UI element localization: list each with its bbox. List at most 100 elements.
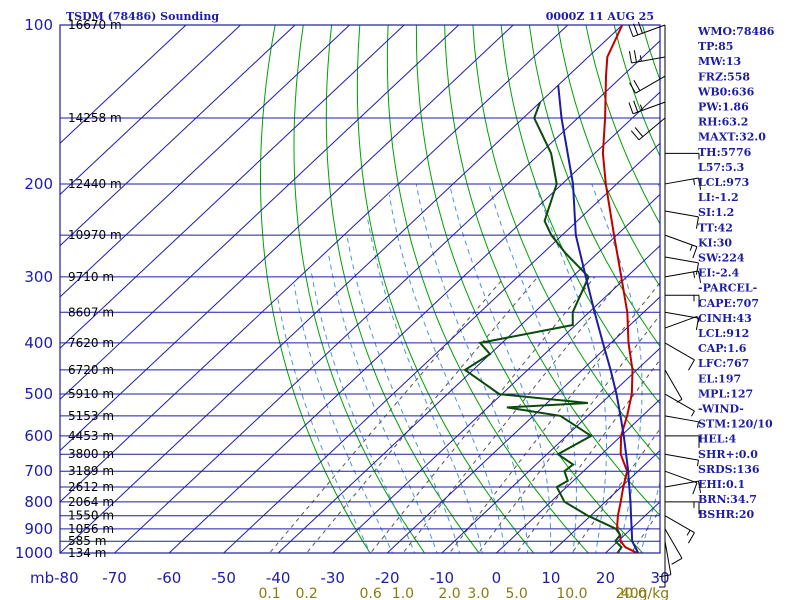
wind-barb <box>664 470 698 495</box>
stability-index: LCL:973 <box>698 176 749 189</box>
temperature-tick-label: 30 <box>650 569 669 587</box>
height-label: 8607 m <box>68 305 114 319</box>
isotherm <box>441 347 660 553</box>
stability-index: LI:-1.2 <box>698 191 739 204</box>
barb-shaft <box>664 177 699 185</box>
mixing-ratio-label: 5.0 <box>506 586 528 600</box>
barb-shaft <box>664 234 698 248</box>
mixing-ratio-label: 0.6 <box>360 586 382 600</box>
barb-shaft <box>664 270 699 278</box>
stability-index: LCL:912 <box>698 327 749 340</box>
isotherm <box>60 25 405 349</box>
isotherm <box>386 296 660 553</box>
stability-index: MAXT:32.0 <box>698 131 766 144</box>
height-label: 4453 m <box>68 429 114 443</box>
isotherm <box>550 449 660 553</box>
mixing-ratio-line <box>516 359 660 553</box>
stability-index: WMO:78486 <box>697 25 775 38</box>
height-label: 3189 m <box>68 464 114 478</box>
barb-half-flag <box>689 244 693 251</box>
barb-shaft <box>664 369 683 400</box>
barb-shaft <box>664 528 683 559</box>
mixing-ratio-label: 0.2 <box>295 586 317 600</box>
sounding-curves <box>463 25 640 553</box>
height-label: 9710 m <box>68 270 114 284</box>
isotherm <box>60 25 241 196</box>
sounding-time: 0000Z 11 AUG 25 <box>546 10 654 23</box>
isotherm <box>60 25 623 553</box>
parcel-line <box>557 85 640 553</box>
wind-barb <box>664 256 699 275</box>
barb-shaft <box>638 117 666 141</box>
barb-flag <box>695 262 699 275</box>
wind-barb <box>629 75 666 94</box>
barb-flag <box>628 25 634 37</box>
dry-adiabat <box>585 25 660 225</box>
barb-half-flag <box>639 104 643 111</box>
barb-half-flag <box>686 529 691 536</box>
barb-shaft <box>664 393 695 412</box>
barb-flag <box>671 557 683 565</box>
barb-shaft <box>635 75 666 94</box>
barb-shaft <box>664 342 695 361</box>
wind-barb <box>664 515 695 544</box>
barb-shaft <box>664 256 699 264</box>
stability-index: EHI:0.1 <box>698 478 745 491</box>
mixing-ratio-line <box>305 276 539 553</box>
height-label: 16670 m <box>68 18 122 32</box>
isotherm <box>60 25 569 503</box>
wind-barb <box>664 453 699 467</box>
wind-barb <box>664 415 699 428</box>
moist-adiabat <box>366 215 483 553</box>
mixing-ratio-label: 3.0 <box>467 586 489 600</box>
barb-shaft <box>664 515 695 534</box>
pressure-tick-label: 200 <box>24 175 53 193</box>
dewpoint-group <box>463 101 623 553</box>
temperature-group <box>601 25 640 553</box>
stability-index: CAPE:707 <box>698 297 759 310</box>
height-label: 6720 m <box>68 363 114 377</box>
dry-adiabat <box>444 25 660 517</box>
wind-barb <box>664 311 699 331</box>
wind-barb <box>665 152 700 160</box>
temperature-tick-label: 10 <box>541 569 560 587</box>
wind-barb <box>659 553 666 588</box>
height-label: 5153 m <box>68 409 114 423</box>
moist-adiabat <box>535 183 607 553</box>
barb-flag <box>630 130 640 141</box>
mixing-ratio-line <box>268 276 506 553</box>
stability-index: TH:5776 <box>698 146 752 159</box>
barb-flag <box>692 246 698 259</box>
barb-flag <box>695 216 699 229</box>
stability-index: SHR+:0.0 <box>698 448 758 461</box>
isotherm <box>496 398 660 553</box>
temperature-tick-label: -40 <box>266 569 291 587</box>
pressure-tick-label: 500 <box>24 385 53 403</box>
pressure-tick-label: 900 <box>24 520 53 538</box>
barb-flag <box>688 532 695 544</box>
barb-shaft <box>664 453 699 461</box>
wind-barb <box>664 528 683 565</box>
barb-flag <box>633 80 641 91</box>
height-label: 2064 m <box>68 495 114 509</box>
barb-half-flag <box>691 410 695 417</box>
moist-adiabat <box>346 235 461 553</box>
barb-flag <box>628 51 633 64</box>
wind-barb <box>664 270 702 283</box>
barb-flag <box>697 270 702 283</box>
height-label: 3800 m <box>68 447 114 461</box>
barb-shaft <box>664 541 672 575</box>
barb-flag <box>629 82 636 94</box>
moist-adiabat <box>448 183 552 553</box>
wind-barb <box>664 480 702 494</box>
stability-index: SI:1.2 <box>698 206 734 219</box>
stability-index: TP:85 <box>698 40 733 53</box>
stability-index: PW:1.86 <box>698 101 749 114</box>
mixing-ratio-label: 0.1 <box>258 586 280 600</box>
barb-shaft <box>664 480 699 488</box>
wind-barb <box>628 100 666 115</box>
isotherm <box>60 25 296 247</box>
stability-index: -PARCEL- <box>698 282 757 295</box>
barb-flag <box>697 177 702 190</box>
mixing-ratio-label: 20.0 <box>616 586 647 600</box>
